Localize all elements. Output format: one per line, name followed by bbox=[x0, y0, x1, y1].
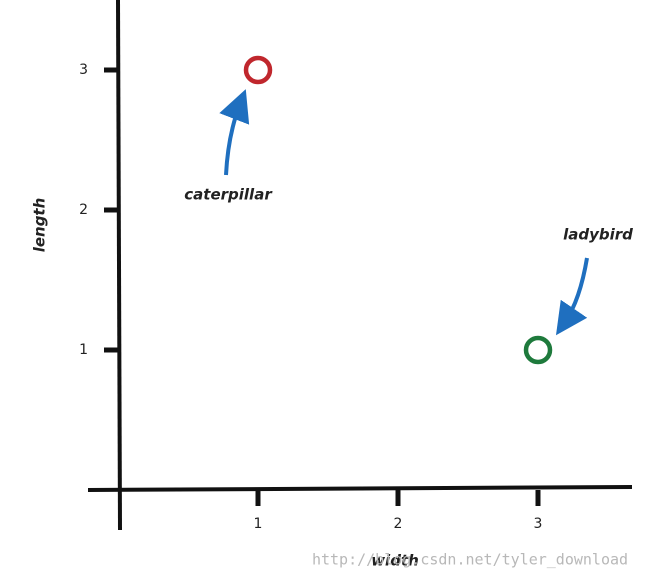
point bbox=[243, 55, 273, 85]
point-annotation: caterpillar bbox=[184, 186, 273, 204]
y-tick-label: 3 bbox=[79, 62, 88, 78]
point bbox=[523, 335, 553, 365]
y-axis-label: length bbox=[31, 198, 49, 253]
watermark: http://blog.csdn.net/tyler_download bbox=[312, 551, 628, 569]
point-annotation: ladybird bbox=[563, 226, 633, 244]
arrow bbox=[555, 257, 589, 336]
y-tick-label: 1 bbox=[79, 342, 88, 358]
x-tick-label: 1 bbox=[254, 516, 263, 532]
x-tick-label: 2 bbox=[394, 516, 403, 532]
y-axis bbox=[116, 0, 122, 531]
x-axis-label: width bbox=[371, 552, 419, 570]
x-tick-label: 3 bbox=[534, 516, 543, 532]
x-axis bbox=[87, 485, 633, 492]
arrow bbox=[219, 89, 250, 176]
y-tick-label: 2 bbox=[79, 202, 88, 218]
